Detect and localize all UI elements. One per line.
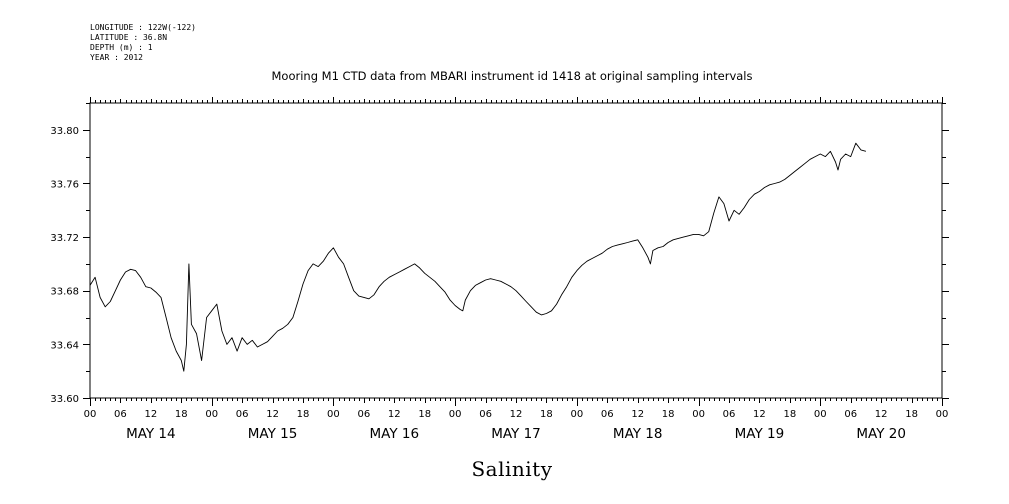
x-tick-label: 12 xyxy=(144,409,157,420)
day-label: MAY 17 xyxy=(491,426,541,442)
day-label: MAY 19 xyxy=(735,426,785,442)
x-tick-label: 06 xyxy=(479,409,492,420)
x-tick-label: 00 xyxy=(327,409,340,420)
x-tick-label: 06 xyxy=(357,409,370,420)
y-tick-label: 33.60 xyxy=(50,394,79,405)
day-label: MAY 15 xyxy=(248,426,298,442)
x-tick-label: 00 xyxy=(449,409,462,420)
day-label: MAY 16 xyxy=(370,426,420,442)
metadata-block: LONGITUDE : 122W(-122) LATITUDE : 36.8N … xyxy=(90,23,196,62)
x-tick-label: 12 xyxy=(753,409,766,420)
meta-latitude: LATITUDE : 36.8N xyxy=(90,33,167,42)
day-label: MAY 14 xyxy=(126,426,176,442)
x-tick-label: 12 xyxy=(875,409,888,420)
x-tick-label: 18 xyxy=(662,409,675,420)
x-tick-label: 12 xyxy=(631,409,644,420)
axis-ticks xyxy=(83,97,949,406)
x-tick-label: 06 xyxy=(601,409,614,420)
plot-frame xyxy=(89,102,943,399)
x-tick-label: 00 xyxy=(692,409,705,420)
x-tick-label: 12 xyxy=(266,409,279,420)
x-tick-label: 12 xyxy=(388,409,401,420)
x-tick-labels: 00 06 12 18 00 06 12 18 00 06 12 18 00 06 12 18 00 06 12 18… xyxy=(84,409,949,420)
day-label: MAY 18 xyxy=(613,426,663,442)
day-labels: MAY 14 MAY 15 MAY 16 MAY 17 MAY 18 MAY 19 MAY … xyxy=(126,426,906,442)
x-tick-label: 00 xyxy=(814,409,827,420)
x-tick-label: 18 xyxy=(175,409,188,420)
y-tick-label: 33.64 xyxy=(50,340,79,351)
x-tick-label: 00 xyxy=(936,409,949,420)
x-tick-label: 18 xyxy=(783,409,796,420)
meta-depth: DEPTH (m) : 1 xyxy=(90,43,153,52)
chart-title: Mooring M1 CTD data from MBARI instrumen… xyxy=(272,69,753,83)
y-tick-label: 33.80 xyxy=(50,126,79,137)
x-tick-label: 18 xyxy=(905,409,918,420)
x-tick-label: 18 xyxy=(297,409,310,420)
x-tick-label: 06 xyxy=(844,409,857,420)
y-tick-label: 33.72 xyxy=(50,233,79,244)
salinity-series-line xyxy=(89,142,867,372)
x-tick-label: 00 xyxy=(570,409,583,420)
x-tick-label: 06 xyxy=(236,409,249,420)
y-tick-labels: 33.60 33.64 33.68 33.72 33.76 33.80 xyxy=(50,126,79,405)
y-tick-label: 33.76 xyxy=(50,179,79,190)
x-tick-label: 00 xyxy=(84,409,97,420)
x-tick-label: 06 xyxy=(723,409,736,420)
y-tick-label: 33.68 xyxy=(50,287,79,298)
x-axis-label: Salinity xyxy=(471,457,552,481)
meta-longitude: LONGITUDE : 122W(-122) xyxy=(90,23,196,32)
x-tick-label: 06 xyxy=(114,409,127,420)
meta-year: YEAR : 2012 xyxy=(90,53,143,62)
x-tick-label: 12 xyxy=(510,409,523,420)
x-tick-label: 18 xyxy=(540,409,553,420)
x-tick-label: 00 xyxy=(205,409,218,420)
x-tick-label: 18 xyxy=(418,409,431,420)
day-label: MAY 20 xyxy=(856,426,906,442)
